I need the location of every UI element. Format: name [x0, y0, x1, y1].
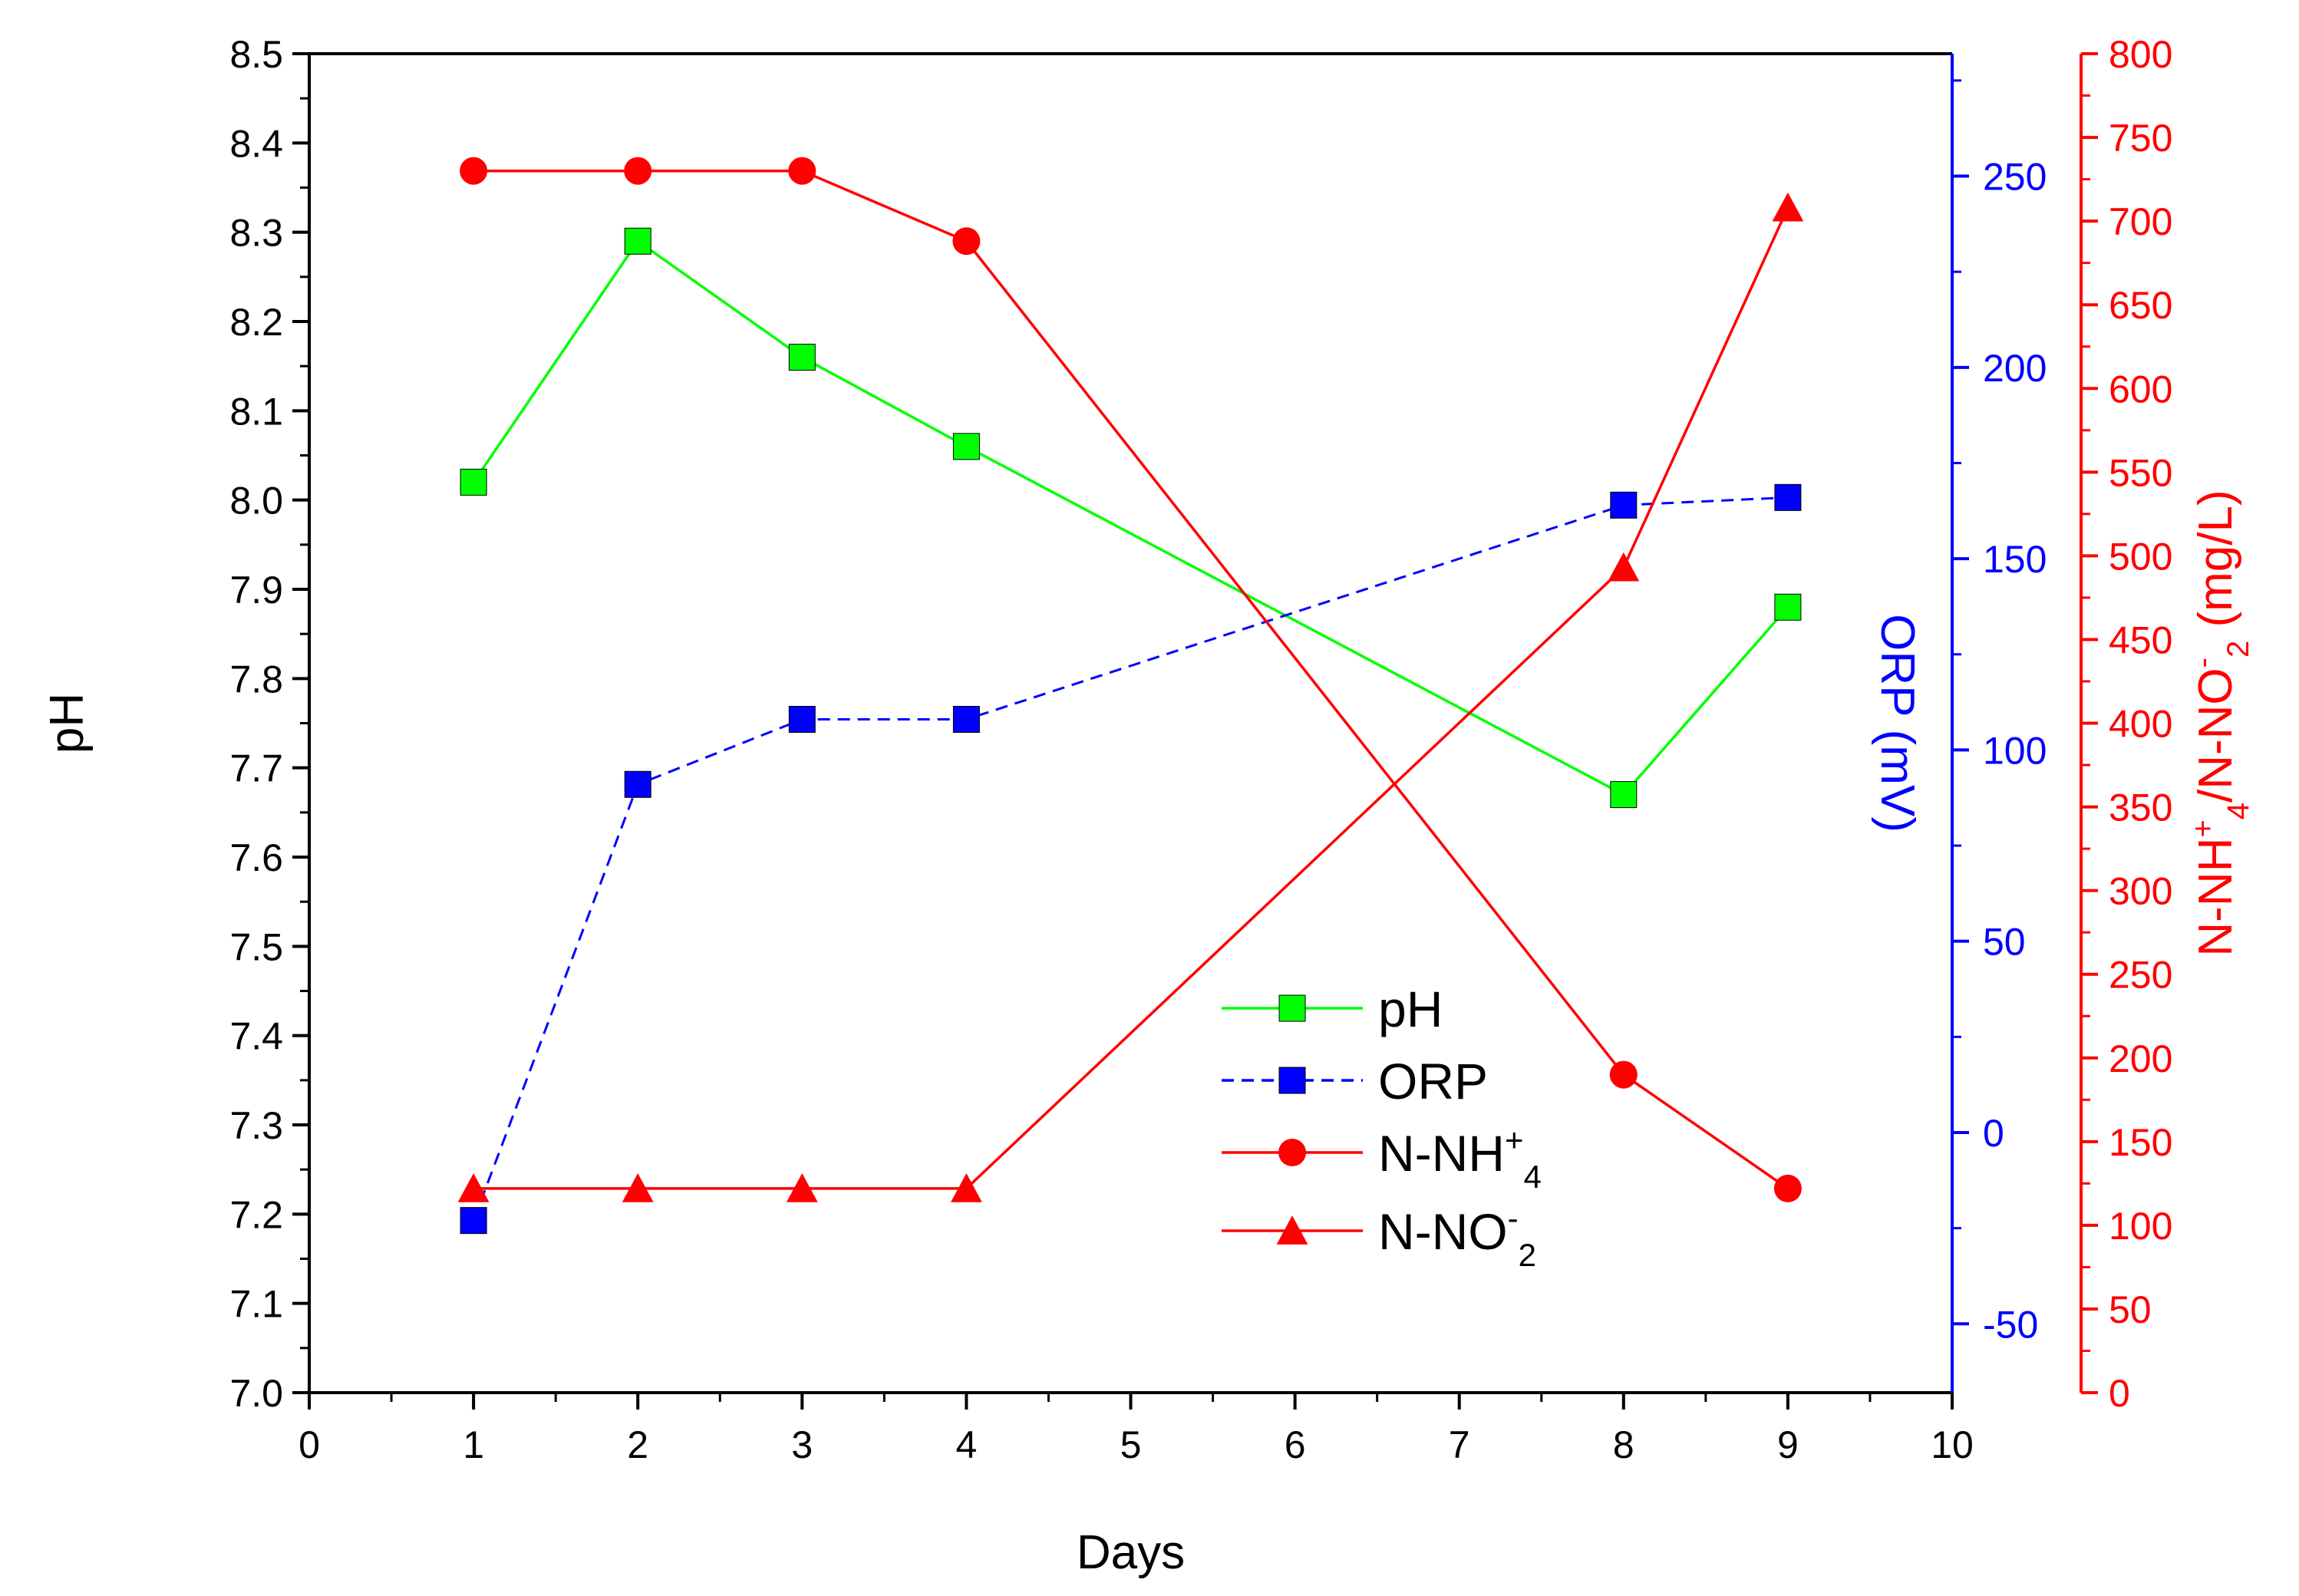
- series-3-point: [951, 1173, 982, 1202]
- conc-tick-label: 500: [2109, 535, 2172, 578]
- series-3-point: [622, 1173, 654, 1202]
- x-tick-label: 4: [955, 1423, 977, 1466]
- ph-tick-label: 8.0: [229, 480, 283, 523]
- ph-tick-label: 7.0: [229, 1372, 283, 1415]
- series-1-point: [952, 706, 980, 734]
- conc-tick-label: 650: [2109, 284, 2172, 327]
- chart-frame: [308, 52, 1952, 1394]
- chart-axes: 0 1 2 3 4 5 6 7 8 9 10 Days 7.0 7.1 7.2 7.3 7.4 7.5 7.6 7.7…: [41, 33, 2255, 1579]
- orp-tick-label: 200: [1983, 347, 2047, 390]
- ph-tick-label: 8.2: [229, 301, 283, 344]
- ph-tick-label: 7.1: [229, 1283, 283, 1326]
- orp-tick-label: -50: [1983, 1303, 2038, 1346]
- orp-axis-title: ORP (mV): [1871, 614, 1924, 833]
- series-1-point: [1610, 491, 1638, 519]
- x-axis-title: Days: [1077, 1526, 1185, 1579]
- series-line-0: [472, 239, 1789, 796]
- ph-tick-label: 7.9: [229, 569, 283, 612]
- legend-marker-3: [1276, 1215, 1308, 1245]
- ph-tick-label: 7.8: [229, 658, 283, 701]
- series-3-point: [786, 1173, 818, 1202]
- x-tick-label: 5: [1120, 1423, 1142, 1466]
- x-tick-label: 3: [791, 1423, 813, 1466]
- series-2-point: [788, 157, 816, 185]
- conc-tick-label: 0: [2109, 1372, 2130, 1415]
- ph-tick-label: 8.5: [229, 33, 283, 76]
- legend-label-2: N-NH+4: [1378, 1122, 1542, 1195]
- ph-tick-label: 7.2: [229, 1193, 283, 1236]
- series-0-point: [952, 433, 980, 460]
- series-2-point: [624, 157, 652, 185]
- conc-tick-label: 550: [2109, 451, 2172, 494]
- series-0-point: [788, 344, 816, 371]
- x-tick-label: 7: [1449, 1423, 1470, 1466]
- series-0-point: [460, 468, 487, 496]
- ph-tick-label: 7.3: [229, 1104, 283, 1147]
- conc-tick-label: 350: [2109, 786, 2172, 829]
- x-tick-label: 1: [463, 1423, 484, 1466]
- conc-tick-label: 200: [2109, 1037, 2172, 1080]
- legend-label-3: N-NO-2: [1378, 1200, 1536, 1273]
- series-0-point: [1774, 593, 1802, 621]
- orp-tick-label: 150: [1983, 538, 2047, 581]
- conc-tick-label: 700: [2109, 200, 2172, 243]
- orp-tick-label: 250: [1983, 156, 2047, 199]
- ph-tick-label: 8.1: [229, 390, 283, 433]
- orp-tick-label: 0: [1983, 1112, 2004, 1155]
- orp-tick-label: 100: [1983, 729, 2047, 772]
- ph-tick-label: 8.4: [229, 122, 283, 165]
- series-1-point: [1774, 483, 1802, 511]
- conc-tick-label: 450: [2109, 618, 2172, 661]
- series-line-1: [472, 496, 1788, 1222]
- conc-tick-label: 800: [2109, 33, 2172, 76]
- conc-tick-label: 400: [2109, 703, 2172, 746]
- conc-axis-title: N-NH+4/N-NO-2 (mg/L): [2186, 490, 2255, 956]
- series-0-point: [624, 227, 651, 255]
- conc-tick-label: 150: [2109, 1121, 2172, 1164]
- x-tick-label: 9: [1777, 1423, 1799, 1466]
- ph-tick-label: 7.5: [229, 925, 283, 968]
- legend-label-0: pH: [1378, 981, 1443, 1037]
- series-line-2: [473, 169, 1789, 1190]
- orp-tick-label: 50: [1983, 921, 2026, 964]
- x-tick-label: 8: [1613, 1423, 1634, 1466]
- conc-tick-label: 750: [2109, 117, 2172, 160]
- series-3-point: [1608, 552, 1640, 582]
- chart-series: [457, 157, 1804, 1235]
- series-2-point: [952, 227, 981, 256]
- conc-tick-label: 50: [2109, 1288, 2152, 1331]
- conc-tick-label: 600: [2109, 368, 2172, 411]
- series-1-point: [460, 1207, 487, 1235]
- ph-tick-label: 7.7: [229, 747, 283, 790]
- series-2-point: [1773, 1174, 1802, 1202]
- legend-marker-0: [1278, 994, 1306, 1022]
- legend-marker-1: [1278, 1067, 1306, 1094]
- series-2-point: [1609, 1060, 1638, 1089]
- series-1-point: [788, 706, 816, 734]
- x-tick-label: 6: [1285, 1423, 1306, 1466]
- legend-marker-2: [1278, 1139, 1306, 1166]
- conc-tick-label: 300: [2109, 870, 2172, 913]
- x-tick-label: 10: [1931, 1423, 1974, 1466]
- conc-tick-label: 250: [2109, 954, 2172, 997]
- ph-tick-label: 7.4: [229, 1015, 283, 1058]
- ph-tick-label: 7.6: [229, 836, 283, 879]
- legend-label-1: ORP: [1378, 1053, 1488, 1110]
- ph-tick-label: 8.3: [229, 212, 283, 255]
- x-tick-label: 2: [627, 1423, 648, 1466]
- series-2-point: [460, 157, 488, 185]
- conc-tick-label: 100: [2109, 1205, 2172, 1248]
- series-3-point: [1772, 192, 1804, 222]
- series-1-point: [624, 770, 651, 798]
- chart-legend: pH ORP N-NH+4N-NO-2: [1222, 981, 1542, 1273]
- series-3-point: [457, 1173, 490, 1202]
- series-0-point: [1610, 781, 1638, 809]
- series-line-3: [473, 206, 1789, 1190]
- x-tick-label: 0: [299, 1423, 320, 1466]
- ph-axis-title: pH: [41, 693, 94, 753]
